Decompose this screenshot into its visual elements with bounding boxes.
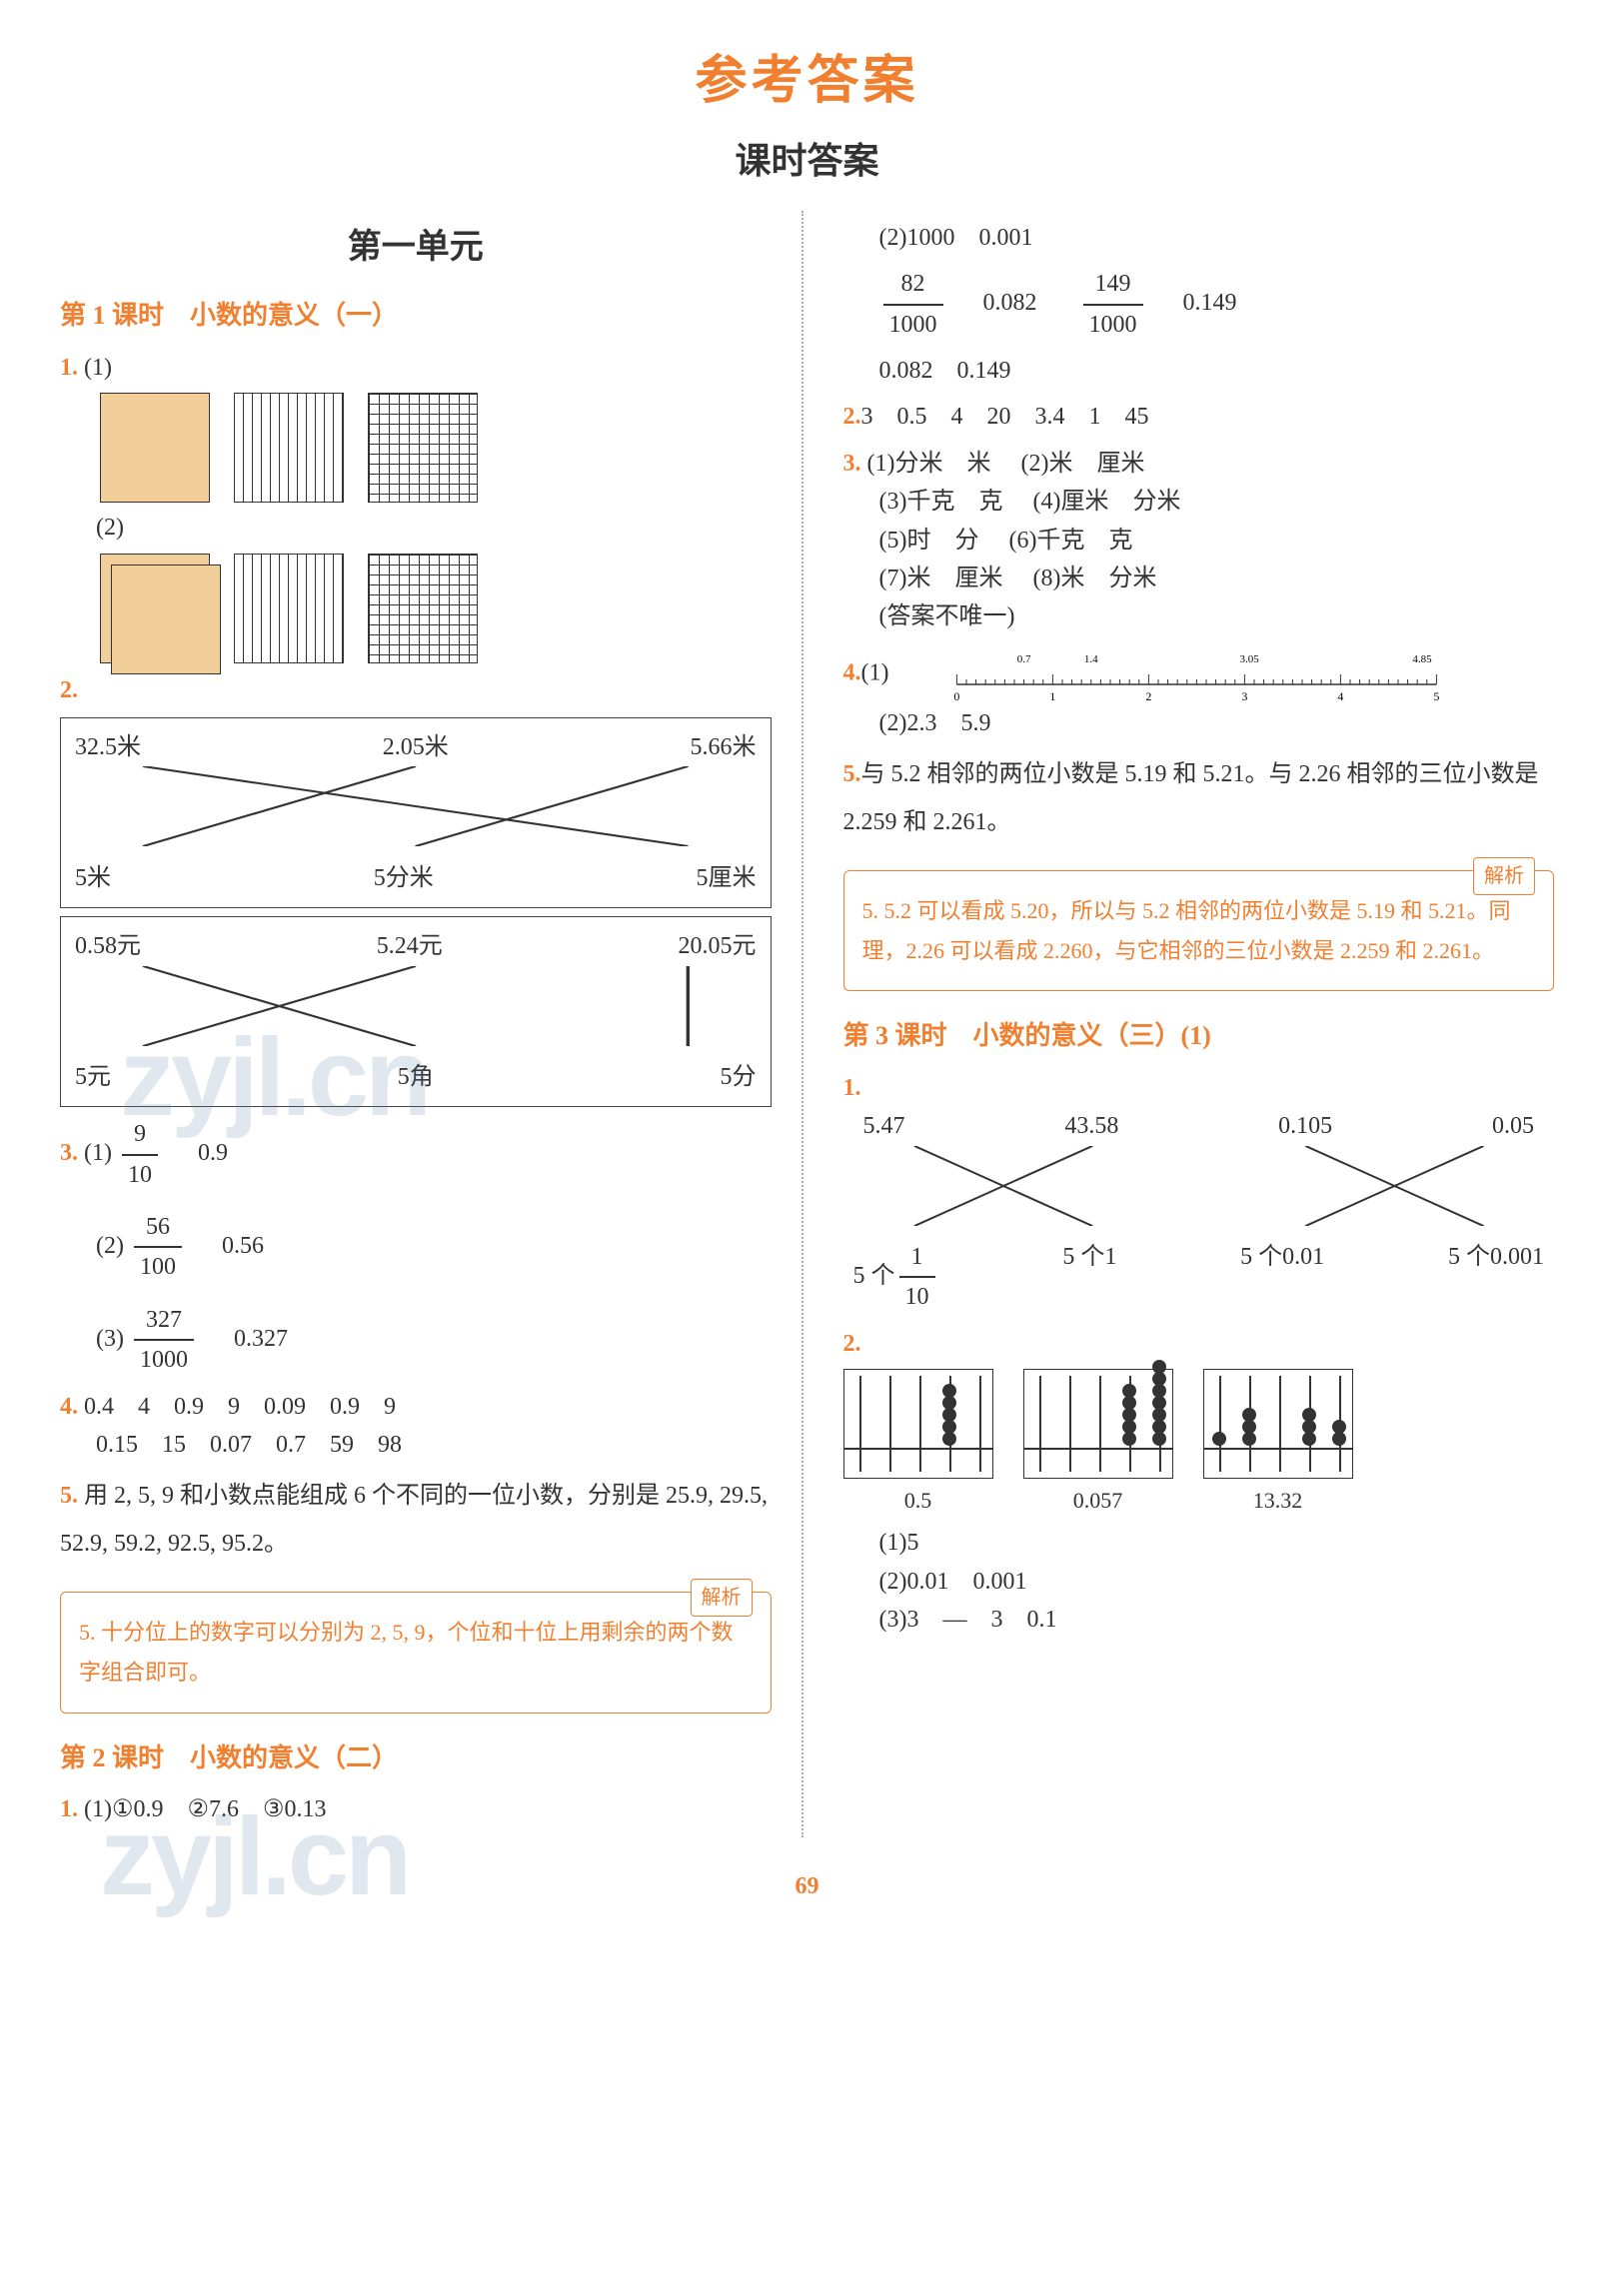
square-tan [100,393,210,503]
q2-num: 2. [60,677,78,703]
page-number: 69 [60,1867,1554,1905]
l2-q1-text: (1)①0.9 ②7.6 ③0.13 [84,1796,327,1822]
l3-match-lines [843,1146,1555,1226]
q5-num: 5. [60,1483,78,1509]
q2-box1: 32.5米 2.05米 5.66米 5米 5分米 5厘米 [60,717,772,908]
analysis-text: 5. 十分位上的数字可以分别为 2, 5, 9，个位和十位上用剩余的两个数字组合… [79,1620,734,1685]
q3-1-label: (1) [84,1140,112,1166]
b2-t0: 0.58元 [75,927,141,965]
b2-b0: 5元 [75,1058,111,1096]
svg-text:0: 0 [954,689,960,703]
q3-3-frac: 3271000 [134,1301,194,1380]
b1-b1: 5分米 [374,859,434,897]
r-q5: 5.与 5.2 相邻的两位小数是 5.19 和 5.21。与 2.26 相邻的三… [843,750,1555,846]
main-title: 参考答案 [60,40,1554,123]
svg-text:4: 4 [1338,689,1344,703]
l3-q1: 1. 5.47 43.58 0.105 0.05 5 个110 5 个1 5 个… [843,1069,1555,1317]
right-column: (2)1000 0.001 821000 0.082 1491000 0.149… [843,211,1555,1837]
q3-3-dec: 0.327 [234,1326,288,1352]
b2-t2: 20.05元 [679,927,757,965]
square-grid [368,393,478,503]
b1-t0: 32.5米 [75,728,141,766]
square-stripes [234,393,344,503]
svg-text:4.85: 4.85 [1413,653,1433,665]
svg-text:3: 3 [1242,689,1248,703]
q1-row1 [100,393,772,503]
match-lines-1 [75,766,757,846]
svg-text:3.05: 3.05 [1240,653,1260,665]
r-q3: 3. (1)分米 米(2)米 厘米 (3)千克 克(4)厘米 分米 (5)时 分… [843,445,1555,636]
l2-q1-num: 1. [60,1796,78,1822]
q3-1-dec: 0.9 [198,1140,228,1166]
l3-b3: 5 个0.001 [1448,1238,1544,1317]
b1-t1: 2.05米 [383,728,449,766]
analysis-tag: 解析 [691,1579,753,1617]
l1-q2: 2. 32.5米 2.05米 5.66米 5米 5分米 5厘米 [60,671,772,1108]
svg-text:2: 2 [1146,689,1152,703]
q3-2-label: (2) [96,1233,124,1259]
l3-q2: 2. 0.50.05713.32 (1)5 (2)0.01 0.001 (3)3… [843,1325,1555,1640]
svg-text:5: 5 [1434,689,1440,703]
b1-t2: 5.66米 [691,728,757,766]
svg-text:1.4: 1.4 [1084,653,1098,665]
lesson2-title: 第 2 课时 小数的意义（二） [60,1737,772,1779]
b2-b2: 5分 [721,1058,757,1096]
q1-num: 1. [60,355,78,381]
match-lines-2 [75,966,757,1046]
q1-r1-label: (1) [84,355,112,381]
abacus-row: 0.50.05713.32 [843,1369,1555,1518]
b2-t1: 5.24元 [377,927,443,965]
q3-2-dec: 0.56 [222,1233,264,1259]
unit-title: 第一单元 [60,221,772,275]
q3-num: 3. [60,1140,78,1166]
q4-line2: 0.15 15 0.07 0.7 59 98 [96,1426,772,1464]
l1-q1: 1. (1) (2) [60,349,772,663]
r-cont-3: 0.082 0.149 [879,352,1555,390]
lesson1-title: 第 1 课时 小数的意义（一） [60,295,772,337]
q4-num: 4. [60,1394,78,1420]
left-column: 第一单元 第 1 课时 小数的意义（一） 1. (1) (2) 2. 3 [60,211,804,1837]
b1-b2: 5厘米 [697,859,757,897]
number-line: 0 1 2 3 4 5 0.7 1.4 3.05 4.85 [894,644,1499,704]
square-stripes-2 [234,554,344,663]
l1-q3: 3. (1) 910 0.9 (2) 56100 0.56 (3) 327100… [60,1115,772,1379]
r-cont-1: (2)1000 0.001 [879,219,1555,257]
q5-text: 用 2, 5, 9 和小数点能组成 6 个不同的一位小数，分别是 25.9, 2… [60,1483,768,1557]
q2-box2: 0.58元 5.24元 20.05元 5元 5角 5分 [60,916,772,1107]
q3-3-label: (3) [96,1326,124,1352]
q4-line1: 0.4 4 0.9 9 0.09 0.9 9 [84,1394,396,1420]
l1-q4: 4. 0.4 4 0.9 9 0.09 0.9 9 0.15 15 0.07 0… [60,1388,772,1465]
l1-analysis: 解析 5. 十分位上的数字可以分别为 2, 5, 9，个位和十位上用剩余的两个数… [60,1592,772,1713]
sub-title: 课时答案 [60,133,1554,191]
square-stack [100,554,210,663]
l3-b0: 5 个110 [853,1238,939,1317]
svg-text:0.7: 0.7 [1017,653,1031,665]
square-grid-2 [368,554,478,663]
r-q2: 2.3 0.5 4 20 3.4 1 45 [843,398,1555,436]
l3-b1: 5 个1 [1062,1238,1116,1317]
l2-q1: 1. (1)①0.9 ②7.6 ③0.13 [60,1790,772,1828]
r-q4: 4.(1) 0123450.71.43.054.85 (2)2.3 5.9 [843,644,1555,742]
two-column-layout: 第一单元 第 1 课时 小数的意义（一） 1. (1) (2) 2. 3 [60,211,1554,1837]
b2-b1: 5角 [398,1058,434,1096]
r-cont-2: 821000 0.082 1491000 0.149 [879,265,1555,344]
svg-text:1: 1 [1050,689,1056,703]
q3-1-frac: 910 [122,1115,158,1194]
r-q4-p2: (2)2.3 5.9 [879,704,1555,742]
r-analysis: 解析 5. 5.2 可以看成 5.20，所以与 5.2 相邻的两位小数是 5.1… [843,870,1555,991]
lesson3-title: 第 3 课时 小数的意义（三）(1) [843,1015,1555,1057]
q1-r2-label: (2) [96,509,772,547]
q3-2-frac: 56100 [134,1208,182,1287]
l3-b2: 5 个0.01 [1240,1238,1324,1317]
b1-b0: 5米 [75,859,111,897]
l1-q5: 5. 用 2, 5, 9 和小数点能组成 6 个不同的一位小数，分别是 25.9… [60,1472,772,1568]
q1-row2 [100,554,772,663]
